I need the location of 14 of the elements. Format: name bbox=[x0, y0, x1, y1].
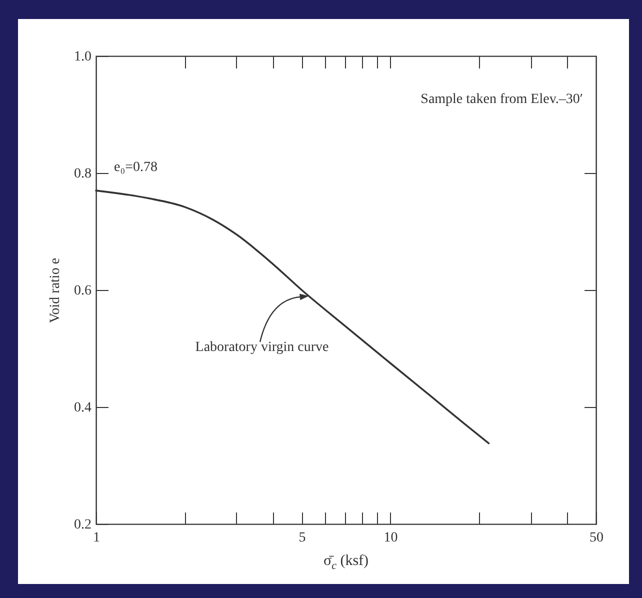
x-tick-label: 10 bbox=[384, 530, 398, 546]
y-axis-title: Void ratio e bbox=[48, 258, 63, 324]
x-tick-label: 50 bbox=[590, 530, 604, 546]
y-tick-label: 0.2 bbox=[74, 518, 92, 532]
annotation: Sample taken from Elev.–30′ bbox=[420, 92, 583, 107]
y-tick-label: 0.6 bbox=[74, 284, 92, 298]
x-axis-title: σ̄$_{c}$ (ksf) bbox=[323, 552, 369, 574]
y-tick-label: 1.0 bbox=[74, 50, 92, 64]
annotation: Laboratory virgin curve bbox=[195, 340, 329, 355]
x-tick-label: 5 bbox=[298, 530, 306, 546]
y-tick-label: 0.4 bbox=[74, 400, 92, 416]
x-tick-label: 1 bbox=[93, 530, 100, 546]
y-tick-label: 0.8 bbox=[74, 166, 92, 182]
annotation: e₀=0.78 bbox=[114, 160, 158, 175]
